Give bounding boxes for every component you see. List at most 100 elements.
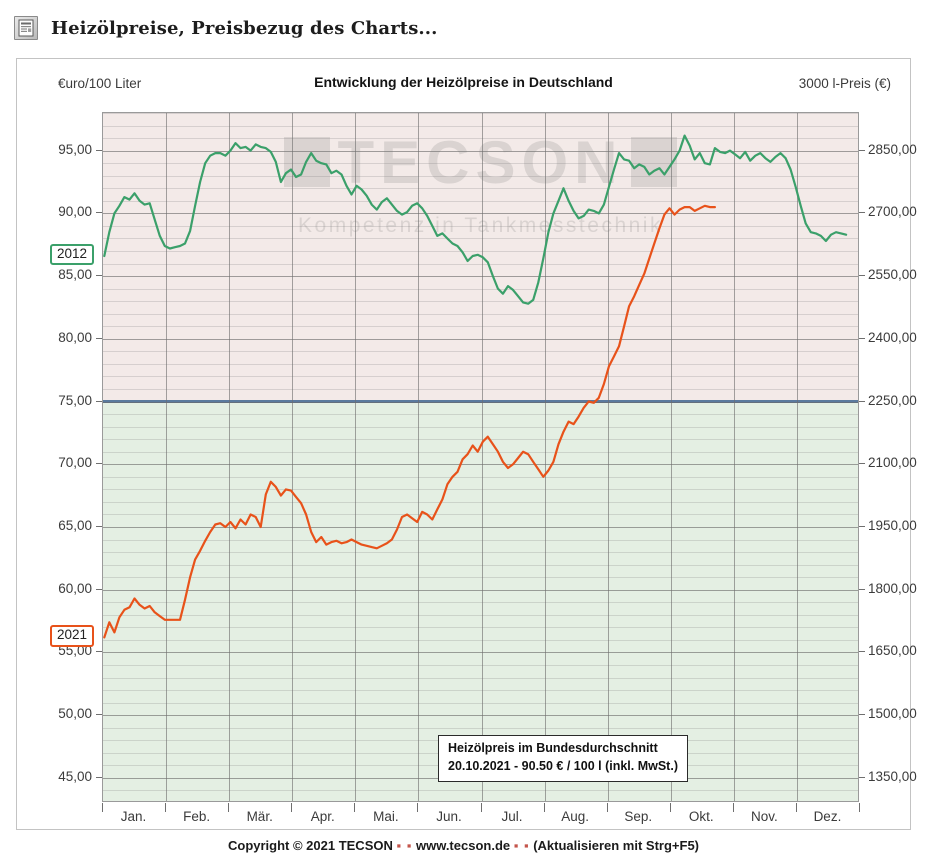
y-axis-right-tick-label: 2850,00 — [868, 141, 917, 157]
refresh-hint: (Aktualisieren mit Strg+F5) — [533, 838, 700, 853]
gridline-minor — [103, 138, 858, 139]
y-axis-left-tick-label: 80,00 — [58, 329, 92, 345]
y-axis-left-tick-label: 50,00 — [58, 706, 92, 722]
gridline-minor — [103, 540, 858, 541]
y-axis-right-tick-label: 2400,00 — [868, 329, 917, 345]
x-axis-tick-label: Jan. — [120, 809, 147, 824]
gridline-minor — [103, 389, 858, 390]
x-axis-tick-mark — [102, 803, 103, 812]
y-axis-right-tick-mark — [859, 463, 865, 464]
gridline-major — [103, 276, 858, 277]
y-axis-left-tick-mark — [96, 275, 102, 276]
gridline-major — [103, 213, 858, 214]
series-line-2021 — [103, 204, 717, 639]
separator-2: ▪ ▪ — [513, 838, 530, 853]
y-axis-right-tick-mark — [859, 275, 865, 276]
gridline-vertical — [734, 113, 735, 801]
gridline-minor — [103, 301, 858, 302]
gridline-minor — [103, 251, 858, 252]
y-axis-right-tick-mark — [859, 150, 865, 151]
y-axis-right-tick-mark — [859, 714, 865, 715]
y-axis-left-tick-label: 95,00 — [58, 141, 92, 157]
x-axis-tick-label: Jul. — [501, 809, 523, 824]
tecson-website-link[interactable]: www.tecson.de — [415, 838, 511, 853]
y-axis-right-tick-mark — [859, 651, 865, 652]
y-axis-right-tick-mark — [859, 777, 865, 778]
y-axis-left-tick-label: 90,00 — [58, 204, 92, 220]
y-axis-right-tick-label: 2550,00 — [868, 267, 917, 283]
x-axis-tick-label: Nov. — [750, 809, 778, 824]
gridline-vertical — [482, 113, 483, 801]
gridline-minor — [103, 376, 858, 377]
gridline-major — [103, 402, 858, 403]
page-title: Heizölpreise, Preisbezug des Charts... — [51, 17, 438, 39]
gridline-minor — [103, 326, 858, 327]
x-axis-tick-label: Mai. — [373, 809, 399, 824]
y-axis-right-tick-label: 1650,00 — [868, 643, 917, 659]
gridline-major — [103, 464, 858, 465]
y-axis-right-tick-label: 2100,00 — [868, 455, 917, 471]
y-axis-right-tick-mark — [859, 526, 865, 527]
gridline-minor — [103, 226, 858, 227]
copyright-text: Copyright © 2021 TECSON — [227, 838, 393, 853]
x-axis-tick-label: Feb. — [183, 809, 211, 824]
gridline-minor — [103, 163, 858, 164]
x-axis-tick-mark — [544, 803, 545, 812]
y-axis-left-tick-label: 70,00 — [58, 455, 92, 471]
y-axis-left-tick-mark — [96, 589, 102, 590]
gridline-vertical — [797, 113, 798, 801]
gridline-minor — [103, 640, 858, 641]
gridline-minor — [103, 289, 858, 290]
y-axis-right-tick-label: 1350,00 — [868, 768, 917, 784]
x-axis-tick-label: Aug. — [561, 809, 590, 824]
gridline-minor — [103, 790, 858, 791]
gridline-minor — [103, 126, 858, 127]
gridline-minor — [103, 364, 858, 365]
gridline-minor — [103, 113, 858, 114]
y-axis-right-tick-label: 1800,00 — [868, 580, 917, 596]
series-badge-2012[interactable]: 2012 — [50, 244, 95, 266]
y-axis-right-tick-label: 2700,00 — [868, 204, 917, 220]
x-axis-tick-mark — [733, 803, 734, 812]
copyright-line: Copyright © 2021 TECSON ▪ ▪ www.tecson.d… — [0, 838, 927, 853]
y-axis-right-tick-label: 2250,00 — [868, 392, 917, 408]
y-axis-left-unit: €uro/100 Liter — [58, 76, 142, 91]
x-axis-tick-mark — [228, 803, 229, 812]
gridline-minor — [103, 452, 858, 453]
window-header: Heizölpreise, Preisbezug des Charts... — [0, 0, 927, 56]
gridline-minor — [103, 627, 858, 628]
y-axis-right-tick-mark — [859, 338, 865, 339]
x-axis-tick-mark — [165, 803, 166, 812]
x-axis-tick-mark — [859, 803, 860, 812]
x-axis-tick-mark — [796, 803, 797, 812]
y-axis-left-tick-label: 65,00 — [58, 518, 92, 533]
y-axis-right-tick-mark — [859, 589, 865, 590]
gridline-minor — [103, 176, 858, 177]
gridline-vertical — [545, 113, 546, 801]
y-axis-right-tick-mark — [859, 212, 865, 213]
gridline-minor — [103, 703, 858, 704]
series-line-2012 — [103, 134, 848, 305]
lower-price-zone — [103, 401, 858, 801]
y-axis-left-tick-label: 60,00 — [58, 580, 92, 596]
zone-divider-line — [103, 400, 858, 404]
y-axis-left-tick-mark — [96, 714, 102, 715]
gridline-minor — [103, 577, 858, 578]
x-axis-tick-label: Apr. — [310, 809, 335, 824]
y-axis-right-tick-label: 1950,00 — [868, 518, 917, 533]
gridline-minor — [103, 477, 858, 478]
document-icon — [14, 16, 38, 40]
gridline-vertical — [292, 113, 293, 801]
gridline-minor — [103, 552, 858, 553]
chart-title: Entwicklung der Heizölpreise in Deutschl… — [314, 74, 613, 90]
separator-1: ▪ ▪ — [396, 838, 413, 853]
gridline-major — [103, 339, 858, 340]
gridline-major — [103, 715, 858, 716]
x-axis-tick-mark — [607, 803, 608, 812]
y-axis-right-tick-mark — [859, 401, 865, 402]
gridline-vertical — [608, 113, 609, 801]
gridline-vertical — [355, 113, 356, 801]
series-badge-2021[interactable]: 2021 — [50, 625, 95, 647]
y-axis-left-tick-mark — [96, 777, 102, 778]
price-tooltip: Heizölpreis im Bundesdurchschnitt 20.10.… — [438, 735, 688, 782]
